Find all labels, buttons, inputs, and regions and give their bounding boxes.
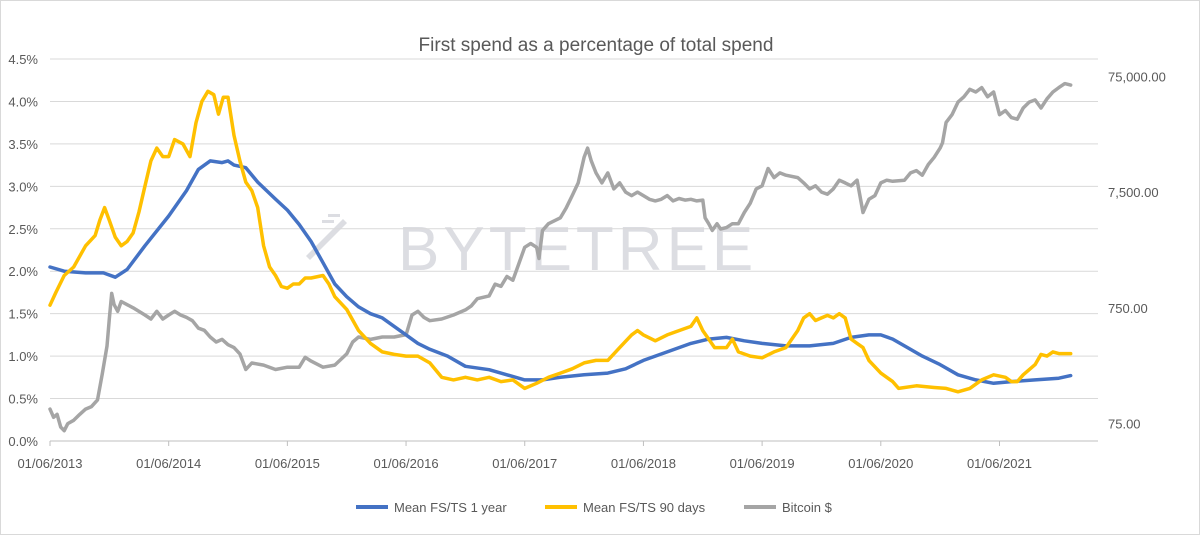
x-axis: 01/06/2013 01/06/2014 01/06/2015 01/06/2016…	[17, 440, 1098, 471]
x-tick-label: 01/06/2014	[136, 456, 201, 471]
left-tick-label: 0.5%	[8, 392, 38, 407]
left-tick-label: 2.5%	[8, 222, 38, 237]
x-tick-label: 01/06/2017	[492, 456, 557, 471]
left-tick-label: 2.0%	[8, 264, 38, 279]
x-tick-label: 01/06/2013	[17, 456, 82, 471]
left-tick-label: 1.0%	[8, 349, 38, 364]
right-tick-label: 7,500.00	[1108, 185, 1159, 200]
right-y-axis: 75.00 750.00 7,500.00 75,000.00	[1108, 69, 1166, 431]
x-tick-label: 01/06/2018	[611, 456, 676, 471]
series-line-bitcoin	[48, 81, 1073, 433]
x-tick-label: 01/06/2019	[730, 456, 795, 471]
chart-title: First spend as a percentage of total spe…	[419, 35, 774, 56]
left-y-axis: 0.0% 0.5% 1.0% 1.5% 2.0% 2.5% 3.0% 3.5% 4.0% 4.5%	[8, 52, 38, 449]
legend: Mean FS/TS 1 year Mean FS/TS 90 days Bitco…	[356, 500, 833, 515]
legend-label: Mean FS/TS 1 year	[394, 500, 507, 515]
left-tick-label: 3.5%	[8, 137, 38, 152]
left-tick-label: 1.5%	[8, 307, 38, 322]
watermark-text: BYTETREE	[398, 215, 757, 284]
x-tick-label: 01/06/2015	[255, 456, 320, 471]
right-tick-label: 75.00	[1108, 417, 1141, 432]
x-tick-label: 01/06/2016	[374, 456, 439, 471]
series-line-mean-fs-ts-1-year	[48, 159, 1073, 386]
x-tick-label: 01/06/2021	[967, 456, 1032, 471]
left-tick-label: 0.0%	[8, 434, 38, 449]
legend-label: Mean FS/TS 90 days	[583, 500, 706, 515]
series-line-mean-fs-ts-90-days	[48, 89, 1073, 394]
right-tick-label: 75,000.00	[1108, 69, 1166, 84]
x-tick-label: 01/06/2020	[848, 456, 913, 471]
gridlines	[50, 58, 1098, 400]
legend-label: Bitcoin $	[782, 500, 833, 515]
left-tick-label: 4.5%	[8, 52, 38, 67]
series-lines	[48, 81, 1073, 433]
left-tick-label: 3.0%	[8, 179, 38, 194]
right-tick-label: 750.00	[1108, 301, 1148, 316]
left-tick-label: 4.0%	[8, 94, 38, 109]
